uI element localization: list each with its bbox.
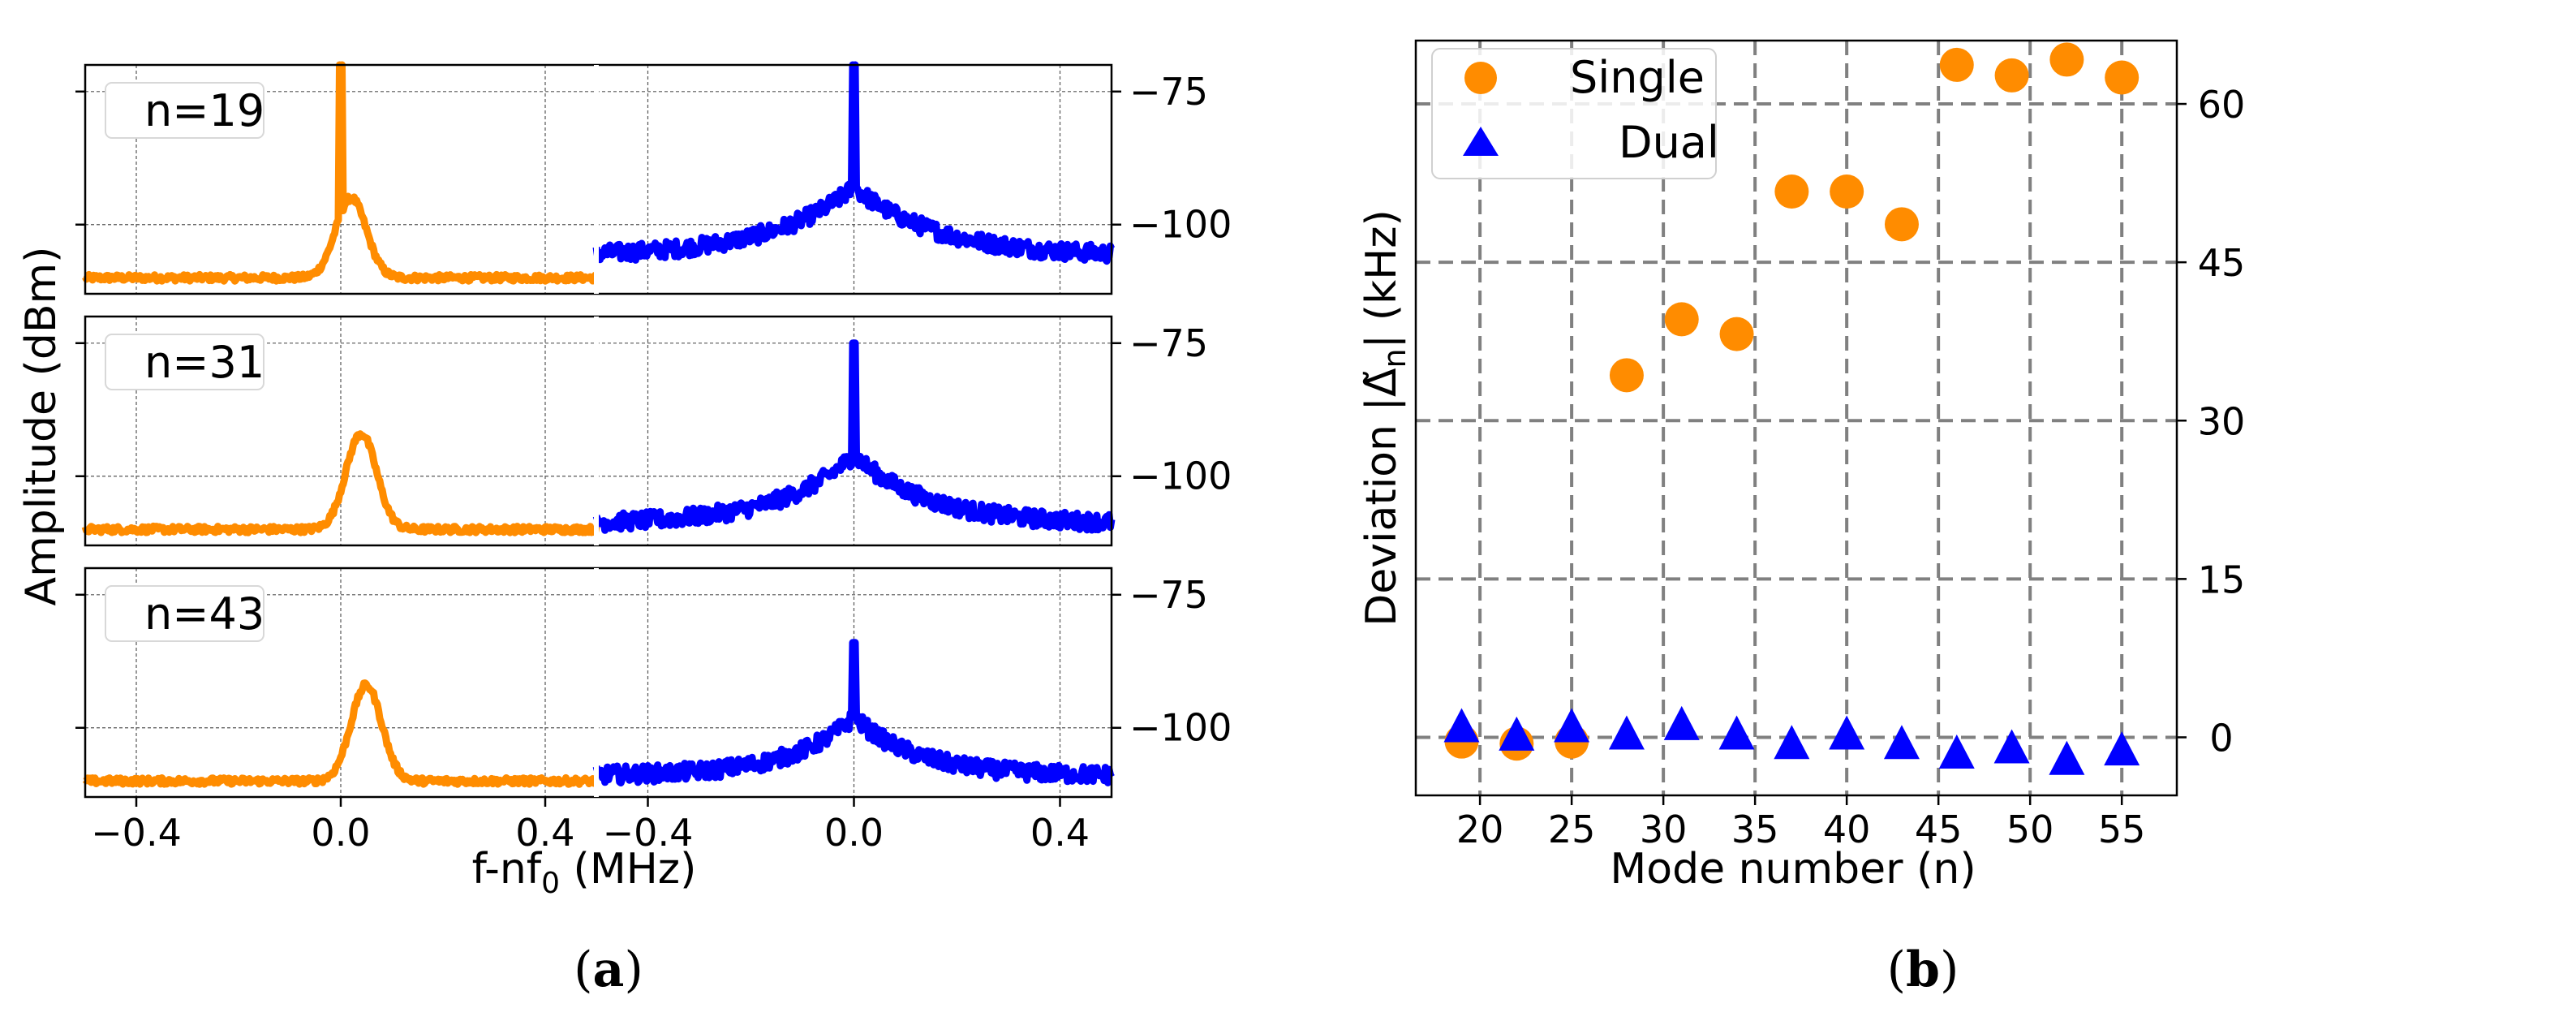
panel-b-xtick-label: 50 — [2006, 808, 2054, 851]
point-single — [1830, 174, 1864, 209]
panel-b-points — [1443, 42, 2140, 775]
legend-single-marker — [1464, 62, 1497, 94]
panel-a-ytick-label: −100 — [1129, 454, 1232, 498]
point-dual — [1663, 705, 1700, 740]
panel-a-traces — [81, 61, 1116, 788]
panel-a-ticks: −75 −100 −75 −100 −75 −100 −0.4 0.0 0.4 −0.4 0.0 0.… — [75, 70, 1232, 855]
point-single — [1939, 47, 1974, 82]
panel-a-row-label: n=31 — [144, 337, 264, 388]
panel-b-y-axis-label: Deviation |Δ̃n| (kHz) — [1357, 209, 1413, 627]
point-single — [1994, 58, 2029, 93]
point-dual — [1938, 734, 1975, 769]
legend-dual-marker — [1463, 127, 1499, 156]
trace-dual-n=31 — [592, 339, 1116, 534]
point-dual — [1718, 715, 1755, 750]
point-dual — [1443, 708, 1480, 743]
panel-a-xtick-label: 0.0 — [824, 811, 884, 855]
panel-b-caption: (b) — [1887, 941, 1959, 998]
legend-box — [1431, 48, 1717, 179]
panel-a-y-axis-label: Amplitude (dBm) — [17, 247, 66, 606]
panel-b-xtick-label: 30 — [1640, 808, 1688, 851]
point-single — [1774, 174, 1809, 209]
trace-single-n=19 — [82, 61, 599, 285]
panel-a-ytick-label: −75 — [1129, 321, 1208, 365]
point-dual — [1993, 729, 2030, 764]
panel-b-ytick-label: 45 — [2198, 241, 2246, 285]
legend-single-label: Single — [1570, 52, 1705, 103]
legend-dual-label: Dual — [1619, 117, 1719, 168]
panel-b-xtick-label: 20 — [1456, 808, 1504, 851]
panel-b-ticks: 20 25 30 35 40 45 50 55 0 15 30 45 60 — [1456, 83, 2245, 851]
panel-b-x-axis-label: Mode number (n) — [1610, 845, 1976, 894]
point-dual — [1774, 725, 1810, 760]
point-dual — [1554, 708, 1590, 743]
panel-b-deviation-plot: 20 25 30 35 40 45 50 55 0 15 30 45 60 Single Dual De… — [1357, 39, 2245, 998]
panel-b-xtick-label: 25 — [1548, 808, 1596, 851]
panel-a-row-label-box — [105, 82, 264, 139]
panel-b-ytick-label: 30 — [2198, 399, 2246, 443]
point-dual — [1499, 716, 1535, 751]
point-single — [2049, 42, 2084, 77]
panel-b-xtick-label: 35 — [1731, 808, 1779, 851]
panel-b-xtick-label: 55 — [2098, 808, 2146, 851]
trace-single-n=43 — [82, 679, 600, 788]
point-dual — [2104, 731, 2140, 766]
panel-a-row-label: n=43 — [144, 588, 264, 640]
panel-a-ytick-label: −75 — [1129, 70, 1208, 114]
panel-b-xtick-label: 45 — [1915, 808, 1963, 851]
panel-a-ytick-label: −100 — [1129, 706, 1232, 750]
panel-a-row-label-box — [105, 585, 264, 642]
point-single — [1884, 207, 1919, 242]
panel-a-xtick-label: −0.4 — [603, 811, 694, 855]
panel-a-xtick-label: 0.4 — [1030, 811, 1090, 855]
panel-a-ytick-label: −100 — [1129, 203, 1232, 247]
panel-a-xtick-label: 0.4 — [515, 811, 574, 855]
point-single — [1609, 358, 1644, 393]
point-dual — [2049, 740, 2085, 775]
point-single — [1664, 302, 1699, 337]
panel-a-row-label: n=19 — [144, 85, 264, 136]
point-dual — [1883, 725, 1920, 760]
panel-b-plot-frame — [1414, 39, 2178, 797]
panel-b-ytick-label: 0 — [2209, 716, 2233, 760]
panel-b-xtick-label: 40 — [1823, 808, 1871, 851]
panel-a-row-label-box — [105, 334, 264, 390]
trace-single-n=31 — [81, 430, 600, 536]
panel-a-x-axis-label: f-nf0 (MHz) — [472, 845, 697, 900]
trace-dual-n=19 — [592, 61, 1116, 265]
panel-b-ytick-label: 15 — [2198, 558, 2246, 601]
point-dual — [1608, 715, 1645, 750]
point-single — [2105, 60, 2139, 95]
panel-a-caption: (a) — [574, 941, 643, 998]
panel-a-spectra: −75 −100 −75 −100 −75 −100 −0.4 0.0 0.4 −0.4 0.0 0.… — [17, 61, 1232, 998]
panel-a-ytick-label: −75 — [1129, 573, 1208, 617]
panel-a-xtick-label: −0.4 — [91, 811, 182, 855]
trace-dual-n=43 — [592, 639, 1115, 786]
legend: Single Dual — [1431, 48, 1719, 179]
point-dual — [1829, 715, 1865, 750]
panel-b-ytick-label: 60 — [2198, 83, 2246, 127]
panel-a-row-labels: n=19 n=31 n=43 — [105, 82, 264, 642]
panel-a-xtick-label: 0.0 — [311, 811, 370, 855]
panel-a-frames — [84, 63, 1113, 799]
point-single — [1719, 317, 1754, 351]
